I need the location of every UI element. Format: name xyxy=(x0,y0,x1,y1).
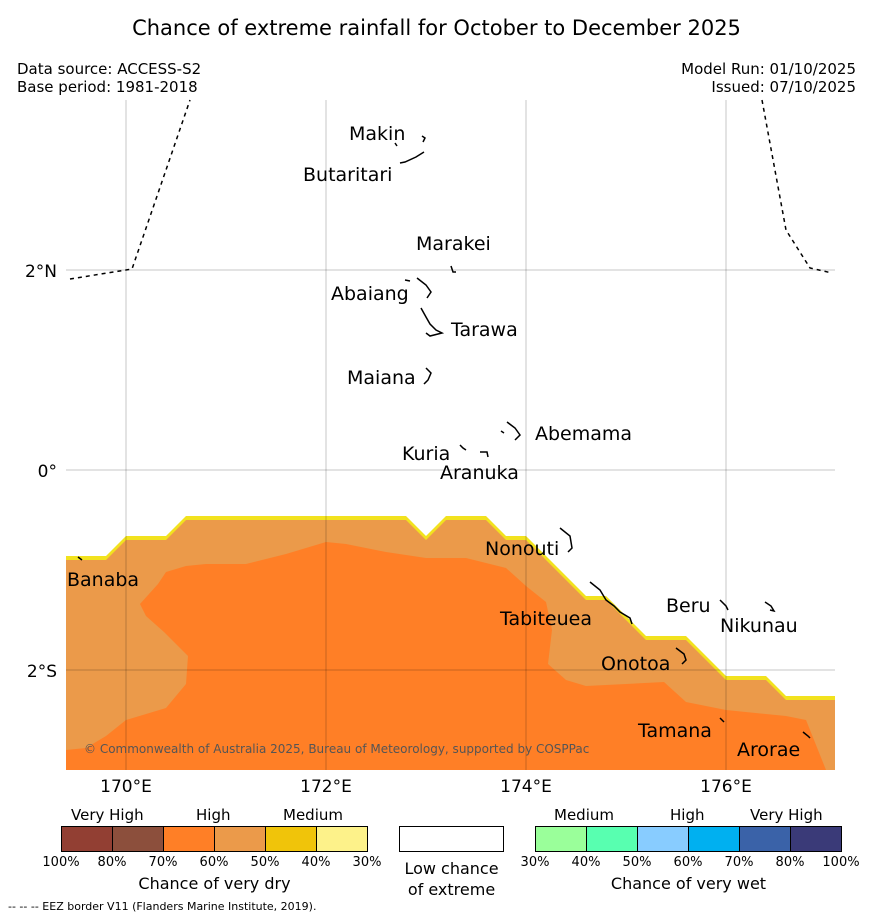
legend-wet-swatch-1 xyxy=(535,826,587,852)
legend-dry-swatch-2 xyxy=(112,826,164,852)
label-beru: Beru xyxy=(666,595,711,617)
legend-low-chance: Low chance of extreme xyxy=(399,826,504,899)
label-tarawa: Tarawa xyxy=(450,319,518,341)
label-maiana: Maiana xyxy=(347,367,416,389)
legend-wet: Medium High Very High 30% 40% 50% 60% 70… xyxy=(521,806,860,896)
label-tamana: Tamana xyxy=(637,720,712,742)
legend-wet-swatch-2 xyxy=(586,826,638,852)
label-nonouti: Nonouti xyxy=(485,538,559,560)
legend-dry-swatch-6 xyxy=(316,826,368,852)
label-marakei: Marakei xyxy=(416,233,491,255)
eez-border-left xyxy=(69,99,191,280)
label-abaiang: Abaiang xyxy=(331,283,409,305)
island-outlines xyxy=(77,135,811,739)
legend-dry-pct: 70% xyxy=(148,855,178,870)
legend-wet-pct: 80% xyxy=(775,855,805,870)
label-aranuka: Aranuka xyxy=(440,462,519,484)
legend-wet-swatch-5 xyxy=(739,826,791,852)
label-nikunau: Nikunau xyxy=(720,615,798,637)
lat-tick-0: 0° xyxy=(38,462,57,482)
graticule xyxy=(66,100,835,770)
lat-tick-2s: 2°S xyxy=(27,662,57,682)
model-run: Model Run: 01/10/2025 xyxy=(681,60,856,78)
label-butaritari: Butaritari xyxy=(303,164,392,186)
eez-border-right xyxy=(761,99,833,274)
legend-dry-high: High xyxy=(196,806,231,824)
legend-wet-swatch-3 xyxy=(637,826,689,852)
legend-wet-pct: 40% xyxy=(571,855,601,870)
legend-wet-pct: 60% xyxy=(673,855,703,870)
legend-wet-swatch-4 xyxy=(688,826,740,852)
copyright-notice: © Commonwealth of Australia 2025, Bureau… xyxy=(84,742,590,756)
legend-dry-very-high: Very High xyxy=(71,806,144,824)
label-abemama: Abemama xyxy=(535,423,632,445)
label-onotoa: Onotoa xyxy=(601,653,670,675)
legend-dry-pct: 80% xyxy=(97,855,127,870)
legend-wet-pct: 70% xyxy=(724,855,754,870)
label-tabiteuea: Tabiteuea xyxy=(499,608,592,630)
lon-tick-170: 170°E xyxy=(100,777,152,797)
legend-dry-swatch-5 xyxy=(265,826,317,852)
label-banaba: Banaba xyxy=(67,569,139,591)
lon-tick-172: 172°E xyxy=(300,777,352,797)
legend-low-swatch xyxy=(399,826,504,852)
legend-dry-pct: 100% xyxy=(42,855,80,870)
legend-dry-pct: 40% xyxy=(301,855,331,870)
eez-footnote: -- -- -- EEZ border V11 (Flanders Marine… xyxy=(8,900,317,913)
legend-wet-pct: 100% xyxy=(822,855,860,870)
legend-wet-medium: Medium xyxy=(554,806,614,824)
high-dry-area xyxy=(66,542,826,770)
label-makin: Makin xyxy=(349,123,405,145)
legend-dry-swatch-4 xyxy=(214,826,266,852)
legend-dry: Very High High Medium 100% 80% 70% 60% 5… xyxy=(42,806,381,896)
legend-low-title-2: of extreme xyxy=(407,880,496,899)
data-source: Data source: ACCESS-S2 xyxy=(17,60,202,78)
legend-wet-swatch-6 xyxy=(790,826,842,852)
legend-dry-medium: Medium xyxy=(283,806,343,824)
label-arorae: Arorae xyxy=(737,739,800,761)
legend-wet-very-high: Very High xyxy=(750,806,823,824)
legend-wet-pct: 30% xyxy=(520,855,550,870)
lon-tick-176: 176°E xyxy=(700,777,752,797)
legend-dry-pct: 50% xyxy=(250,855,280,870)
legend-low-title-1: Low chance xyxy=(404,859,499,878)
lon-tick-174: 174°E xyxy=(500,777,552,797)
legend-dry-swatch-1 xyxy=(61,826,113,852)
issued-date: Issued: 07/10/2025 xyxy=(711,78,856,96)
legend-wet-title: Chance of very wet xyxy=(610,874,767,893)
legend-wet-pct: 50% xyxy=(622,855,652,870)
legend-dry-title: Chance of very dry xyxy=(138,874,291,893)
legend-dry-pct: 30% xyxy=(352,855,382,870)
base-period: Base period: 1981-2018 xyxy=(17,78,198,96)
chart-title: Chance of extreme rainfall for October t… xyxy=(132,16,741,40)
lat-tick-2n: 2°N xyxy=(25,262,57,282)
legend-wet-high: High xyxy=(670,806,705,824)
legend-dry-pct: 60% xyxy=(199,855,229,870)
label-kuria: Kuria xyxy=(402,443,450,465)
legend-dry-swatch-3 xyxy=(163,826,215,852)
